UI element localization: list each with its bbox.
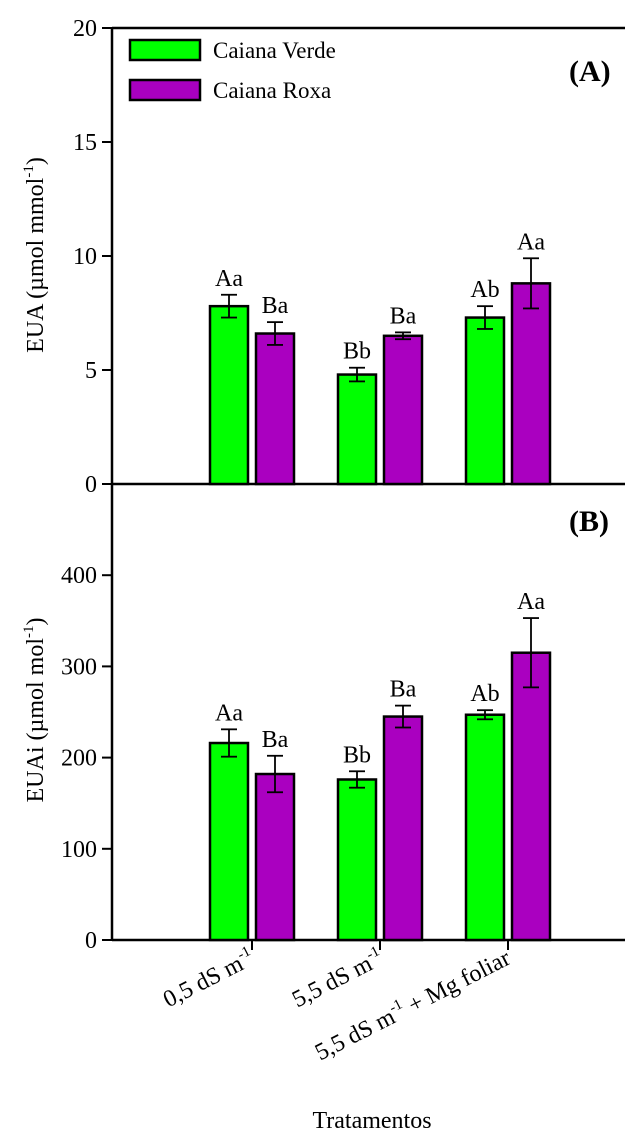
panel-a-bar <box>254 332 296 486</box>
panel-b-data-label: Bb <box>343 742 371 768</box>
panel-a-ylabel: EUA (µmol mmol-1) <box>21 157 49 353</box>
panel-b-label: (B) <box>569 505 609 538</box>
x-tick-label-2: 5,5 dS m-1 <box>287 943 387 1013</box>
panel-a-label: (A) <box>569 55 611 88</box>
panel-b-data-label: Ba <box>390 677 417 703</box>
panel-b-y-tick-label: 300 <box>61 654 97 680</box>
panel-b-ylabel: EUAi (µmol mol-1) <box>21 618 49 803</box>
legend-swatch-caiana-roxa <box>128 78 202 102</box>
x-axis-title: Tratamentos <box>312 1108 431 1134</box>
panel-b-bar <box>254 772 296 942</box>
panel-a-bar <box>464 316 506 486</box>
panel-a-y-tick-label: 10 <box>73 244 97 270</box>
panel-a-data-label: Ba <box>390 303 417 329</box>
panel-b-bar <box>510 651 552 942</box>
panel-b-y-tick-label: 100 <box>61 837 97 863</box>
panel-a-data-label: Ba <box>262 293 289 319</box>
panel-a-data-label: Bb <box>343 339 371 365</box>
panel-b-data-label: Aa <box>215 700 243 726</box>
panel-a-bar <box>510 282 552 486</box>
panel-b-y-tick-label: 0 <box>85 928 97 954</box>
panel-b-data-label: Ba <box>262 727 289 753</box>
legend-label-caiana-roxa: Caiana Roxa <box>213 78 331 103</box>
panel-a-bar <box>208 304 250 486</box>
legend-label-caiana-verde: Caiana Verde <box>213 38 336 63</box>
panel-b-bar <box>464 713 506 942</box>
panel-a-y-tick-label: 20 <box>73 16 97 42</box>
panel-b-y-tick-label: 400 <box>61 563 97 589</box>
panel-b-y-tick-label: 200 <box>61 746 97 772</box>
panel-a-bar <box>382 334 424 486</box>
x-tick-label-3: 5,5 dS m-1 + Mg foliar <box>310 943 515 1066</box>
panel-b-data-label: Ab <box>470 681 499 707</box>
panel-a-y-tick-label: 5 <box>85 358 97 384</box>
panel-a-data-label: Aa <box>215 266 243 292</box>
panel-a-data-label: Ab <box>470 277 499 303</box>
panel-a-data-label: Aa <box>517 229 545 255</box>
panel-b-bar <box>382 715 424 942</box>
panel-a-y-tick-label: 0 <box>85 472 97 498</box>
panel-b-bar <box>336 778 378 942</box>
legend-swatch-caiana-verde <box>128 38 202 62</box>
legend: Caiana Verde Caiana Roxa <box>128 38 336 103</box>
panel-b-data-label: Aa <box>517 589 545 615</box>
panel-b-bar <box>208 741 250 942</box>
panel-a-bar <box>336 373 378 486</box>
panel-a-y-tick-label: 15 <box>73 130 97 156</box>
x-tick-label-1: 0,5 dS m-1 <box>158 943 258 1013</box>
